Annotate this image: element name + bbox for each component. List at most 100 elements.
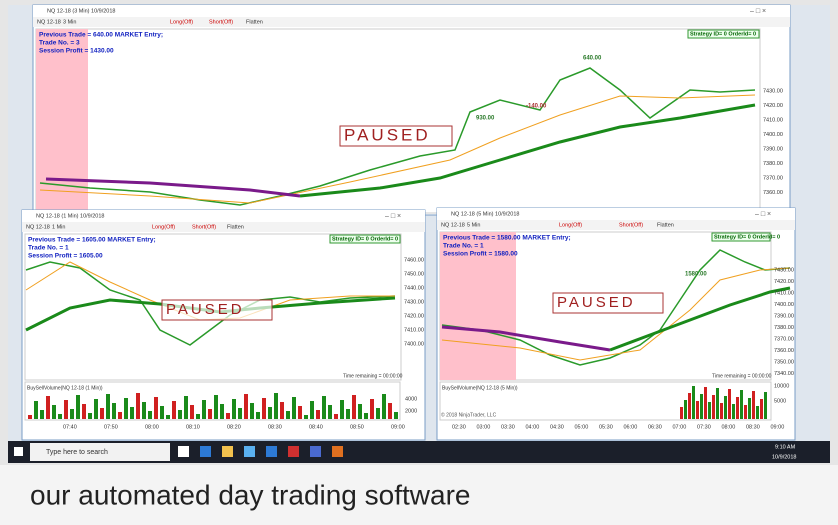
- volume-bar-decor: [708, 402, 711, 419]
- time-label: 02:30: [452, 424, 466, 430]
- window-controls[interactable]: – □ ×: [750, 8, 766, 15]
- time-label: 04:00: [526, 424, 540, 430]
- volume-bar-decor: [292, 397, 296, 419]
- volume-bar-decor: [280, 402, 284, 419]
- volume-bar-decor: [340, 400, 344, 419]
- toolbar-item[interactable]: NQ 12-18: [441, 222, 465, 228]
- volume-bar-decor: [752, 391, 755, 419]
- volume-bar-decor: [274, 393, 278, 419]
- time-label: 08:20: [227, 424, 241, 430]
- volume-bar-decor: [740, 390, 743, 419]
- time-label: 08:40: [309, 424, 323, 430]
- toolbar-item[interactable]: Flatten: [227, 224, 244, 230]
- strategy-label: Strategy ID= 0 OrderId= 0: [714, 234, 780, 240]
- time-label: 09:00: [771, 424, 785, 430]
- taskbar-icon[interactable]: [222, 446, 233, 457]
- price-label: 7420.00: [763, 103, 783, 109]
- status-text: Previous Trade = 640.00 MARKET Entry;: [39, 32, 163, 39]
- volume-bar-decor: [256, 412, 260, 419]
- toolbar-item[interactable]: Short(Off): [192, 224, 216, 230]
- price-label: 7420.00: [404, 313, 424, 319]
- volume-bar-decor: [764, 392, 767, 419]
- time-label: 08:50: [350, 424, 364, 430]
- volume-bar-decor: [286, 411, 290, 419]
- time-label: 07:30: [697, 424, 711, 430]
- price-label: 7380.00: [774, 325, 794, 331]
- volume-bar-decor: [154, 397, 158, 419]
- toolbar-item[interactable]: NQ 12-18: [37, 19, 61, 25]
- toolbar-item[interactable]: 3 Min: [63, 19, 76, 25]
- toolbar-item[interactable]: Long(Off): [559, 222, 582, 228]
- price-label: 7420.00: [774, 279, 794, 285]
- volume-bar-decor: [732, 404, 735, 419]
- toolbar-item[interactable]: Long(Off): [170, 19, 193, 25]
- toolbar: [22, 222, 425, 232]
- price-label: 7410.00: [404, 327, 424, 333]
- taskbar-icon[interactable]: [200, 446, 211, 457]
- taskbar-icon[interactable]: [310, 446, 321, 457]
- window-controls[interactable]: – □ ×: [755, 211, 771, 218]
- time-label: 08:30: [746, 424, 760, 430]
- volume-bar-decor: [268, 407, 272, 419]
- time-label: 08:00: [722, 424, 736, 430]
- volume-bar-decor: [736, 397, 739, 419]
- volume-bar-decor: [250, 403, 254, 419]
- volume-bar-decor: [148, 411, 152, 419]
- toolbar-item[interactable]: 1 Min: [52, 224, 65, 230]
- volume-bar-decor: [684, 400, 687, 419]
- time-remaining: Time remaining = 00:00:00: [712, 373, 772, 379]
- toolbar-item[interactable]: NQ 12-18: [26, 224, 50, 230]
- taskbar-icon[interactable]: [288, 446, 299, 457]
- volume-bar-decor: [52, 405, 56, 419]
- price-label: 7440.00: [404, 285, 424, 291]
- toolbar-item[interactable]: Long(Off): [152, 224, 175, 230]
- volume-bar-decor: [352, 395, 356, 419]
- volume-bar-decor: [688, 393, 691, 419]
- window-controls[interactable]: – □ ×: [385, 213, 401, 220]
- trade-label: 640.00: [583, 56, 602, 62]
- volume-bar-decor: [322, 396, 326, 419]
- paused-label: PAUSED: [166, 301, 245, 318]
- taskbar-icon[interactable]: [266, 446, 277, 457]
- taskbar-icon[interactable]: [244, 446, 255, 457]
- volume-bar-decor: [370, 399, 374, 419]
- price-label: 7390.00: [763, 146, 783, 152]
- volume-bar-decor: [124, 398, 128, 419]
- volume-bar-decor: [262, 398, 266, 419]
- volume-bar-decor: [760, 399, 763, 419]
- clock-time: 9:10 AM: [775, 444, 796, 450]
- volume-bar-decor: [358, 404, 362, 419]
- volume-bar-decor: [382, 394, 386, 419]
- window-title: NQ 12-18 (1 Min) 10/9/2018: [36, 213, 104, 219]
- volume-bar-decor: [202, 400, 206, 419]
- price-label: 7430.00: [404, 299, 424, 305]
- status-text: Session Profit = 1580.00: [443, 251, 518, 258]
- toolbar-item[interactable]: 5 Min: [467, 222, 480, 228]
- volume-bar-decor: [712, 395, 715, 419]
- volume-bar-decor: [226, 413, 230, 419]
- clock-date: 10/9/2018: [772, 454, 796, 460]
- volume-bar-decor: [64, 400, 68, 419]
- toolbar-item[interactable]: Short(Off): [209, 19, 233, 25]
- toolbar-item[interactable]: Short(Off): [619, 222, 643, 228]
- time-label: 08:00: [145, 424, 159, 430]
- status-text: Trade No. = 1: [28, 245, 69, 252]
- toolbar-item[interactable]: Flatten: [657, 222, 674, 228]
- time-label: 06:30: [648, 424, 662, 430]
- volume-bar-decor: [40, 410, 44, 419]
- volume-bar-decor: [112, 403, 116, 419]
- window-title: NQ 12-18 (3 Min) 10/9/2018: [47, 8, 115, 14]
- taskbar-icon[interactable]: [178, 446, 189, 457]
- volume-bar-decor: [88, 413, 92, 419]
- volume-bar-decor: [724, 396, 727, 419]
- taskbar-icon[interactable]: [332, 446, 343, 457]
- toolbar-item[interactable]: Flatten: [246, 19, 263, 25]
- strategy-label: Strategy ID= 0 OrderId= 0: [690, 31, 756, 37]
- time-label: 07:50: [104, 424, 118, 430]
- start-button[interactable]: [14, 447, 23, 456]
- price-label: 7390.00: [774, 313, 794, 319]
- time-label: 09:00: [391, 424, 405, 430]
- status-text: Session Profit = 1605.00: [28, 253, 103, 260]
- volume-bar-decor: [328, 405, 332, 419]
- time-label: 03:00: [477, 424, 491, 430]
